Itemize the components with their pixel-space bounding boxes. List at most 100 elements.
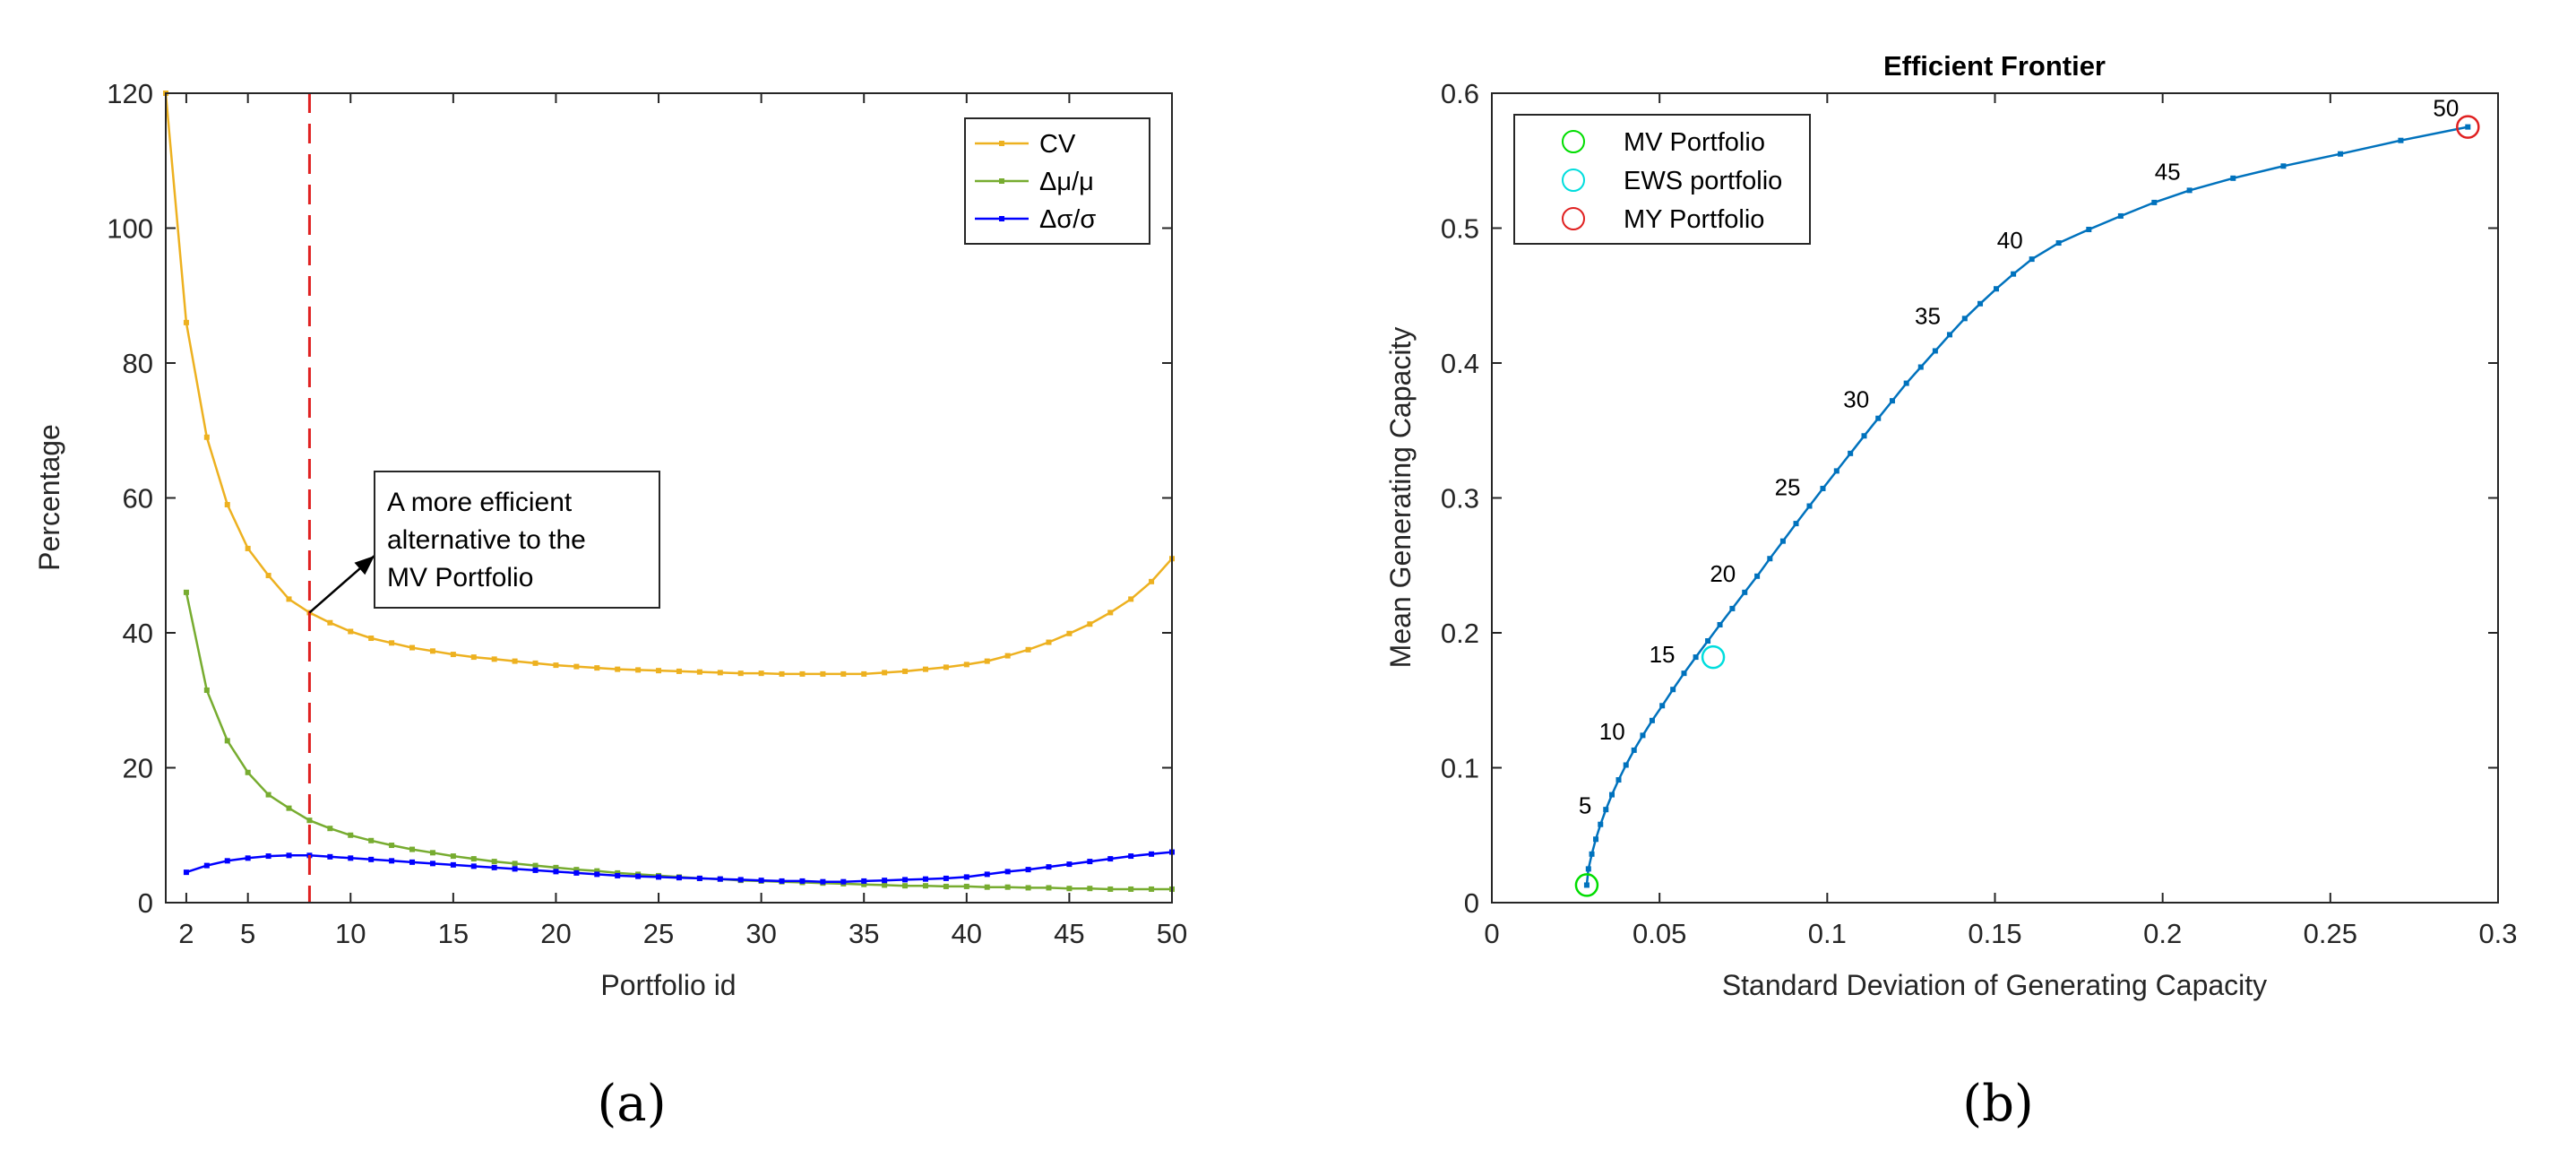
annotation-arrowhead <box>354 556 375 575</box>
frontier-point-8 <box>1615 777 1622 783</box>
data-point-cv-46 <box>1087 621 1093 627</box>
data-point-cv-19 <box>532 660 538 666</box>
y-tick-label-a-2: 40 <box>123 618 153 649</box>
data-point-dmu-10 <box>348 832 354 838</box>
panel-label-a: (a) <box>597 1075 666 1133</box>
data-point-dmu-15 <box>450 853 456 860</box>
frontier-point-37 <box>1977 300 1984 307</box>
data-point-dsigma-16 <box>470 863 477 869</box>
frontier-point-22 <box>1767 556 1773 562</box>
data-point-dsigma-32 <box>799 878 806 884</box>
data-point-dmu-8 <box>306 817 313 824</box>
data-point-cv-39 <box>943 664 949 670</box>
x-tick-label-a-9: 45 <box>1054 918 1084 949</box>
chart-title-b: Efficient Frontier <box>1883 50 2106 82</box>
frontier-point-16 <box>1693 654 1699 661</box>
plot-b-point-labels: 5 10 15 20 25 30 35 40 45 50 <box>1579 95 2459 819</box>
x-axis-label-b: Standard Deviation of Generating Capacit… <box>1722 969 2267 1001</box>
data-point-cv-24 <box>635 667 642 673</box>
frontier-point-46 <box>2230 175 2236 181</box>
x-tick-label-b-2: 0.1 <box>1808 918 1847 949</box>
y-tick-label-b-1: 0.1 <box>1441 753 1479 784</box>
x-tick-label-b-6: 0.3 <box>2478 918 2517 949</box>
series-efficient-frontier <box>1583 124 2471 888</box>
frontier-point-10 <box>1631 747 1637 753</box>
legend-a-label-dsigma: Δσ/σ <box>1039 205 1096 234</box>
frontier-point-6 <box>1603 807 1609 813</box>
data-point-cv-14 <box>429 648 435 654</box>
x-tick-label-a-0: 2 <box>178 918 194 949</box>
frontier-point-13 <box>1659 703 1666 709</box>
data-point-cv-25 <box>656 668 662 674</box>
annotation-box <box>374 471 660 609</box>
data-point-dmu-5 <box>245 769 251 775</box>
data-point-cv-28 <box>717 670 723 676</box>
data-point-cv-47 <box>1107 610 1114 616</box>
y-tick-label-a-0: 0 <box>138 887 153 919</box>
x-tick-label-a-5: 25 <box>643 918 674 949</box>
data-point-dsigma-22 <box>594 871 600 878</box>
frontier-point-20 <box>1742 589 1748 595</box>
data-point-dsigma-44 <box>1046 864 1052 870</box>
frontier-point-5 <box>1598 821 1604 827</box>
frontier-point-26 <box>1820 485 1826 491</box>
frontier-point-23 <box>1779 538 1786 544</box>
point-label-20: 20 <box>1710 560 1736 587</box>
x-tick-label-b-0: 0 <box>1484 918 1499 949</box>
data-point-cv-11 <box>368 636 375 642</box>
data-point-dmu-48 <box>1128 886 1134 892</box>
y-tick-label-a-4: 80 <box>123 348 153 379</box>
data-point-cv-37 <box>902 668 909 674</box>
data-point-dmu-23 <box>615 869 621 876</box>
data-point-cv-16 <box>470 654 477 661</box>
frontier-point-9 <box>1623 762 1629 768</box>
frontier-point-44 <box>2151 199 2158 205</box>
data-point-dmu-21 <box>573 867 580 873</box>
annotation-line-2: alternative to the <box>387 525 586 555</box>
frontier-point-1 <box>1583 882 1590 888</box>
frontier-point-39 <box>2011 271 2017 277</box>
data-point-dsigma-19 <box>532 867 538 873</box>
data-point-dsigma-37 <box>902 877 909 883</box>
data-point-dsigma-2 <box>183 869 189 876</box>
y-tick-label-a-6: 120 <box>107 78 153 109</box>
x-tick-label-a-4: 20 <box>540 918 571 949</box>
data-point-cv-7 <box>286 596 292 602</box>
legend-b-label-my: MY Portfolio <box>1624 205 1764 234</box>
data-point-cv-22 <box>594 665 600 671</box>
data-point-dmu-39 <box>943 883 949 889</box>
data-point-cv-2 <box>183 319 189 325</box>
data-point-dmu-45 <box>1066 886 1073 892</box>
data-point-dsigma-27 <box>696 875 702 881</box>
point-label-10: 10 <box>1599 718 1625 745</box>
data-point-dsigma-38 <box>922 876 928 882</box>
frontier-point-34 <box>1932 348 1938 354</box>
data-point-cv-44 <box>1046 639 1052 645</box>
legend-a-marker-dmu <box>999 178 1004 184</box>
data-point-dsigma-30 <box>758 878 764 884</box>
frontier-point-49 <box>2398 137 2404 143</box>
frontier-point-25 <box>1806 503 1813 509</box>
legend-a-label-dmu: Δμ/μ <box>1039 168 1094 196</box>
data-point-dsigma-49 <box>1149 851 1155 857</box>
frontier-point-45 <box>2186 187 2193 194</box>
frontier-point-40 <box>2029 256 2035 263</box>
data-point-cv-5 <box>245 545 251 551</box>
data-point-dmu-6 <box>265 791 271 798</box>
plot-a-series <box>163 91 1175 892</box>
x-tick-label-a-1: 5 <box>240 918 255 949</box>
data-point-dmu-3 <box>203 687 210 693</box>
data-point-dsigma-23 <box>615 872 621 878</box>
data-point-dsigma-36 <box>882 878 888 884</box>
data-point-cv-17 <box>491 656 497 662</box>
data-point-dsigma-6 <box>265 853 271 860</box>
frontier-point-27 <box>1833 468 1839 474</box>
frontier-point-4 <box>1593 836 1599 843</box>
data-point-dmu-17 <box>491 859 497 865</box>
point-label-40: 40 <box>1997 227 2023 254</box>
data-point-dsigma-10 <box>348 855 354 861</box>
data-point-dsigma-33 <box>820 878 826 885</box>
marker-mv-portfolio <box>1574 873 1599 897</box>
